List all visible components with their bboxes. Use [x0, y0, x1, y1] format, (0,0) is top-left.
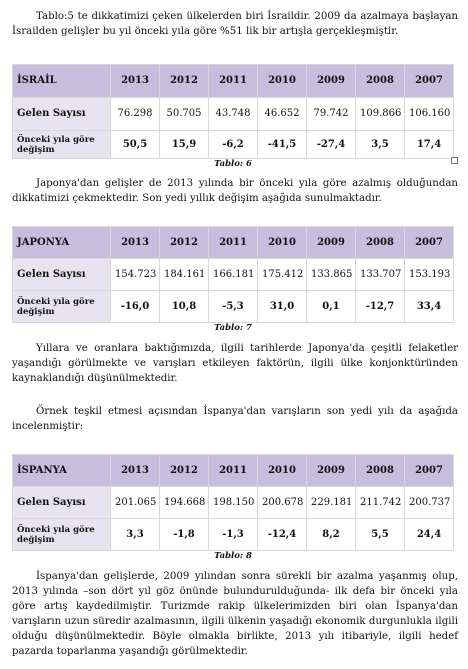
year-cell: 2010 [257, 454, 307, 487]
table-row-arrivals: Gelen Sayısı 76.298 50.705 43.748 46.652… [12, 97, 454, 131]
row-label: Gelen Sayısı [12, 258, 111, 291]
year-cell: 2010 [257, 226, 307, 259]
row-label: Önceki yıla göre değişim [12, 290, 111, 323]
value-cell: 175.412 [257, 258, 307, 291]
paragraph-spain-intro: Örnek teşkil etmesi açısından İspanya'da… [12, 406, 458, 433]
row-label: Gelen Sayısı [12, 97, 111, 131]
year-cell: 2009 [306, 64, 356, 98]
value-cell: 24,4 [404, 518, 454, 551]
resize-handle[interactable] [451, 157, 458, 164]
year-cell: 2013 [110, 64, 160, 98]
year-cell: 2007 [404, 226, 454, 259]
table-row-arrivals: Gelen Sayısı 201.065 194.668 198.150 200… [12, 486, 454, 519]
value-cell: -12,7 [355, 290, 405, 323]
value-cell: 10,8 [159, 290, 209, 323]
value-cell: -12,4 [257, 518, 307, 551]
value-cell: 15,9 [159, 130, 209, 159]
value-cell: 201.065 [110, 486, 160, 519]
value-cell: 198.150 [208, 486, 258, 519]
paragraph-japan-analysis: Yıllara ve oranlara baktığımızda, ilgili… [12, 343, 458, 385]
value-cell: 46.652 [257, 97, 307, 131]
value-cell: 33,4 [404, 290, 454, 323]
year-cell: 2012 [159, 64, 209, 98]
value-cell: -1,8 [159, 518, 209, 551]
value-cell: -6,2 [208, 130, 258, 159]
table-caption: Tablo: 8 [214, 551, 252, 561]
value-cell: 0,1 [306, 290, 356, 323]
value-cell: -16,0 [110, 290, 160, 323]
year-cell: 2013 [110, 226, 160, 259]
value-cell: 133.707 [355, 258, 405, 291]
paragraph-spain-analysis: İspanya'dan gelişlerde, 2009 yılından so… [12, 571, 458, 657]
value-cell: 154.723 [110, 258, 160, 291]
table-row-change: Önceki yıla göre değişim 50,5 15,9 -6,2 … [12, 130, 454, 159]
year-cell: 2008 [355, 454, 405, 487]
value-cell: -27,4 [306, 130, 356, 159]
paragraph-japan-intro: Japonya'dan gelişler de 2013 yılında bir… [12, 178, 458, 205]
value-cell: 200.737 [404, 486, 454, 519]
value-cell: 43.748 [208, 97, 258, 131]
value-cell: -5,3 [208, 290, 258, 323]
value-cell: 211.742 [355, 486, 405, 519]
value-cell: 31,0 [257, 290, 307, 323]
value-cell: 5,5 [355, 518, 405, 551]
table-row-change: Önceki yıla göre değişim 3,3 -1,8 -1,3 -… [12, 518, 454, 551]
year-cell: 2008 [355, 226, 405, 259]
value-cell: 76.298 [110, 97, 160, 131]
year-cell: 2012 [159, 454, 209, 487]
value-cell: 133.865 [306, 258, 356, 291]
year-cell: 2010 [257, 64, 307, 98]
year-cell: 2009 [306, 226, 356, 259]
row-label: Önceki yıla göre değişim [12, 518, 111, 551]
table-row-change: Önceki yıla göre değişim -16,0 10,8 -5,3… [12, 290, 454, 323]
year-cell: 2011 [208, 64, 258, 98]
table-header-row: JAPONYA 2013 2012 2011 2010 2009 2008 20… [12, 226, 454, 259]
value-cell: 3,5 [355, 130, 405, 159]
value-cell: 17,4 [404, 130, 454, 159]
value-cell: 229.181 [306, 486, 356, 519]
row-label: Önceki yıla göre değişim [12, 130, 111, 159]
year-cell: 2011 [208, 454, 258, 487]
table-row-arrivals: Gelen Sayısı 154.723 184.161 166.181 175… [12, 258, 454, 291]
value-cell: -1,3 [208, 518, 258, 551]
value-cell: 109.866 [355, 97, 405, 131]
year-cell: 2007 [404, 64, 454, 98]
row-label: Gelen Sayısı [12, 486, 111, 519]
value-cell: 200.678 [257, 486, 307, 519]
value-cell: 3,3 [110, 518, 160, 551]
value-cell: 8,2 [306, 518, 356, 551]
country-header: İSPANYA [12, 454, 111, 487]
year-cell: 2009 [306, 454, 356, 487]
table-israel: İSRAİL 2013 2012 2011 2010 2009 2008 200… [12, 64, 454, 159]
year-cell: 2013 [110, 454, 160, 487]
value-cell: 166.181 [208, 258, 258, 291]
country-header: İSRAİL [12, 64, 111, 98]
country-header: JAPONYA [12, 226, 111, 259]
table-header-row: İSRAİL 2013 2012 2011 2010 2009 2008 200… [12, 64, 454, 98]
year-cell: 2007 [404, 454, 454, 487]
value-cell: 153.193 [404, 258, 454, 291]
value-cell: 50.705 [159, 97, 209, 131]
value-cell: -41,5 [257, 130, 307, 159]
year-cell: 2011 [208, 226, 258, 259]
year-cell: 2012 [159, 226, 209, 259]
value-cell: 79.742 [306, 97, 356, 131]
value-cell: 184.161 [159, 258, 209, 291]
value-cell: 50,5 [110, 130, 160, 159]
table-header-row: İSPANYA 2013 2012 2011 2010 2009 2008 20… [12, 454, 454, 487]
year-cell: 2008 [355, 64, 405, 98]
paragraph-israel-intro: Tablo:5 te dikkatimizi çeken ülkelerden … [12, 11, 458, 38]
value-cell: 194.668 [159, 486, 209, 519]
table-spain: İSPANYA 2013 2012 2011 2010 2009 2008 20… [12, 454, 454, 551]
value-cell: 106.160 [404, 97, 454, 131]
table-caption: Tablo: 6 [214, 159, 252, 169]
table-japan: JAPONYA 2013 2012 2011 2010 2009 2008 20… [12, 226, 454, 323]
table-caption: Tablo: 7 [214, 323, 252, 333]
